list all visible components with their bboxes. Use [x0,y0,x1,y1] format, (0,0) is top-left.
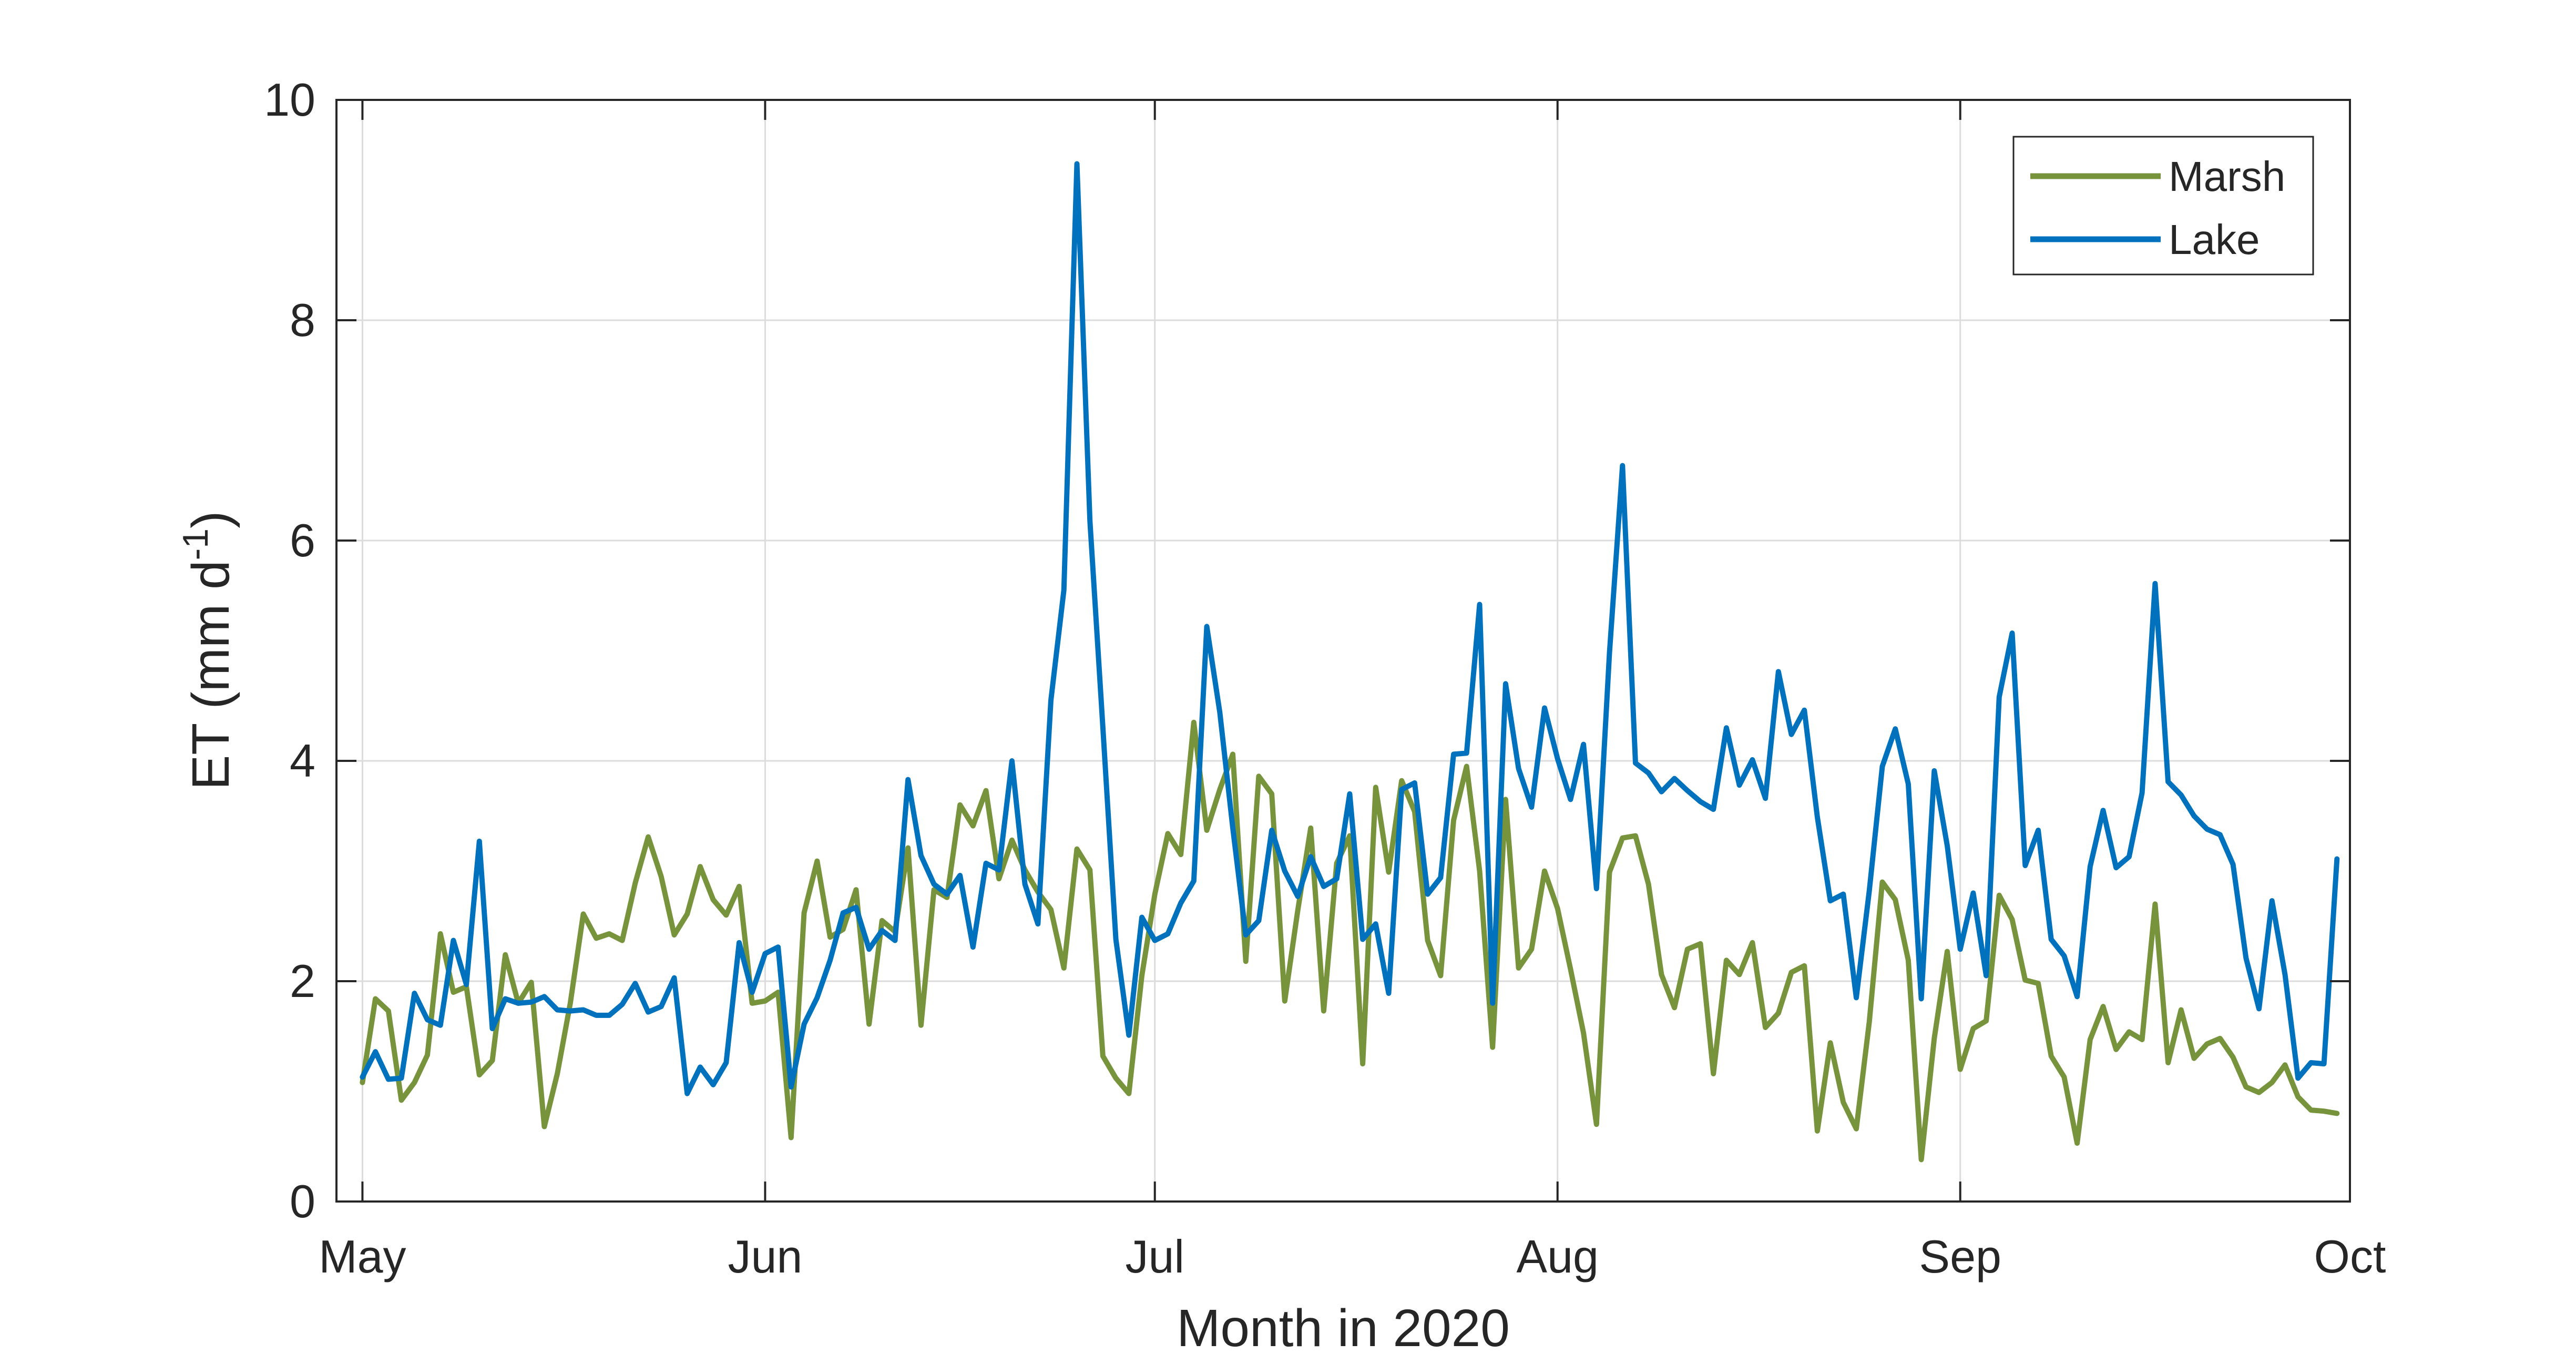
x-tick-label: Jul [1125,1230,1184,1282]
legend-box [2012,136,2314,276]
legend-label-lake: Lake [2169,216,2260,263]
y-axis-label-main: ET (mm d [181,560,240,790]
series-lines [360,161,2340,1163]
series-line-marsh [360,719,2340,1163]
x-tick-label: Sep [1919,1230,2001,1282]
series-line-lake [360,161,2340,1096]
x-tick-label: Aug [1516,1230,1599,1282]
legend: Marsh Lake [2012,136,2314,276]
y-tick-label: 4 [290,735,315,787]
x-tick-label: Oct [2314,1230,2386,1282]
axis-ticks [336,99,2351,1203]
y-tick-label: 0 [290,1175,315,1227]
x-tick-label: May [319,1230,406,1282]
y-tick-label: 8 [290,294,315,346]
y-tick-label: 6 [290,514,315,566]
y-axis-label: ET (mm d-1) [176,511,240,790]
y-tick-labels: 0 2 4 6 8 10 [264,74,315,1227]
legend-label-marsh: Marsh [2169,153,2285,200]
plot-frame [335,99,2351,1203]
x-tick-label: Jun [728,1230,802,1282]
y-axis-label-superscript: -1 [176,528,216,560]
x-axis-label: Month in 2020 [1177,1299,1510,1351]
y-tick-label: 2 [290,955,315,1007]
x-tick-labels: May Jun Jul Aug Sep Oct [319,1230,2386,1282]
y-axis-label-close: ) [181,511,240,528]
y-tick-label: 10 [264,74,315,126]
